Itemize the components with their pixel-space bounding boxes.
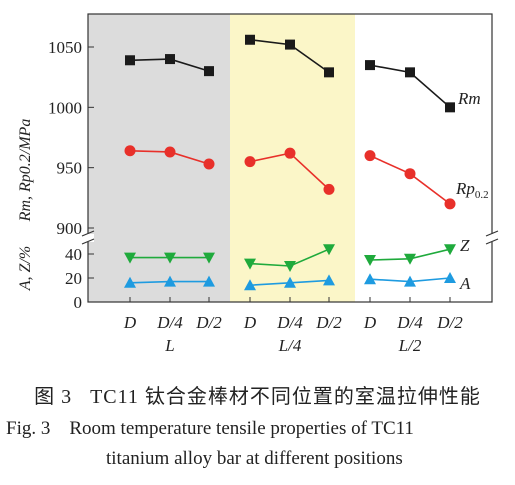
- xtick-label-2-2: D/2: [436, 313, 463, 332]
- point-top-Rp0.2-0-2: [203, 158, 215, 170]
- ylabel-top: Rm, Rp0.2/MPa: [17, 119, 34, 223]
- point-bot-Z-0-1: [164, 252, 176, 264]
- series-label-rp02: Rp0.2: [455, 179, 489, 201]
- point-top-Rm-2-2: [445, 102, 455, 113]
- axis-break-mark-b-0: [81, 238, 95, 245]
- point-top-Rp0.2-1-1: [284, 147, 296, 159]
- tensile-properties-chart: 900 950 1000 1050 0 20 40 D D/4 D/2 L D D/4 D/2 L/4 D D/…: [17, 13, 499, 355]
- group-label-1: L/4: [278, 336, 302, 355]
- point-top-Rp0.2-1-0: [244, 156, 256, 168]
- point-bot-A-1-1: [284, 276, 296, 288]
- group-label-0: L: [164, 336, 174, 355]
- group-bg-2: [355, 14, 492, 302]
- caption-en-text-2: titanium alloy bar at different position…: [106, 448, 403, 469]
- figure-caption-english-line1: Fig. 3 Room temperature tensile properti…: [0, 418, 515, 440]
- point-bot-Z-1-1: [284, 261, 296, 272]
- xtick-label-1-1: D/4: [276, 313, 303, 332]
- group-label-2: L/2: [398, 336, 422, 355]
- point-top-Rp0.2-1-2: [323, 183, 335, 195]
- axis-break-gap-0: [82, 234, 94, 242]
- point-bot-A-0-1: [164, 275, 176, 287]
- caption-en-text-1: Room temperature tensile properties of T…: [69, 418, 414, 439]
- point-top-Rm-0-1: [165, 54, 175, 65]
- point-top-Rm-2-1: [405, 67, 415, 78]
- point-bot-A-2-2: [444, 272, 456, 283]
- point-top-Rm-1-1: [285, 39, 295, 50]
- series-label-a: A: [459, 274, 471, 293]
- series-markers: [124, 34, 456, 291]
- xtick-label-2-0: D: [363, 313, 377, 332]
- point-bot-Z-2-0: [364, 255, 376, 266]
- caption-en-label: Fig. 3: [6, 418, 51, 439]
- series-label-z: Z: [460, 236, 470, 255]
- point-bot-Z-1-0: [244, 258, 256, 270]
- ytick-label-top-1000: 1000: [48, 98, 82, 117]
- point-top-Rp0.2-2-1: [404, 168, 416, 180]
- xtick-label-1-0: D: [243, 313, 257, 332]
- axis-break-mark-a-1: [485, 230, 499, 237]
- point-bot-Z-2-2: [444, 244, 456, 256]
- ylabel-bottom: A, Z/%: [17, 246, 34, 291]
- point-bot-Z-2-1: [404, 253, 416, 265]
- ytick-label-top-950: 950: [57, 159, 83, 178]
- caption-zh-text: TC11 钛合金棒材不同位置的室温拉伸性能: [90, 386, 481, 408]
- axes: [81, 13, 499, 303]
- point-top-Rm-1-2: [324, 67, 334, 78]
- xtick-label-0-1: D/4: [156, 313, 183, 332]
- series-label-rm: Rm: [457, 89, 481, 108]
- point-top-Rp0.2-0-1: [164, 146, 176, 158]
- point-top-Rm-0-0: [125, 55, 135, 66]
- xtick-label-0-2: D/2: [195, 313, 222, 332]
- xtick-label-2-1: D/4: [396, 313, 423, 332]
- ytick-label-bot-40: 40: [65, 245, 82, 264]
- chart-text: 900 950 1000 1050 0 20 40 D D/4 D/2 L D D/4 D/2 L/4 D D/…: [17, 38, 489, 355]
- point-bot-Z-0-2: [203, 252, 215, 264]
- point-bot-Z-1-2: [323, 244, 335, 256]
- point-top-Rm-2-0: [365, 60, 375, 71]
- point-bot-A-1-0: [244, 279, 256, 291]
- axis-break-gap-1: [486, 234, 498, 242]
- caption-zh-label: 图 3: [34, 386, 73, 408]
- point-top-Rp0.2-2-0: [364, 150, 376, 162]
- point-top-Rm-1-0: [245, 34, 255, 45]
- ytick-label-top-900: 900: [57, 219, 83, 238]
- axis-break-mark-a-0: [81, 230, 95, 237]
- ytick-label-top-1050: 1050: [48, 38, 82, 57]
- point-top-Rm-0-2: [204, 66, 214, 77]
- axis-break-mark-b-1: [485, 238, 499, 245]
- point-bot-Z-0-0: [124, 252, 136, 264]
- figure-caption-chinese: 图 3 TC11 钛合金棒材不同位置的室温拉伸性能: [0, 380, 515, 409]
- xtick-label-1-2: D/2: [315, 313, 342, 332]
- xtick-label-0-0: D: [123, 313, 137, 332]
- point-bot-A-2-1: [404, 275, 416, 287]
- ytick-label-bot-0: 0: [74, 293, 83, 312]
- point-top-Rp0.2-2-2: [444, 198, 456, 210]
- point-bot-A-0-2: [203, 275, 215, 287]
- point-bot-A-2-0: [364, 273, 376, 285]
- figure-caption-english-line2: titanium alloy bar at different position…: [0, 448, 515, 470]
- point-top-Rp0.2-0-0: [124, 145, 136, 157]
- point-bot-A-0-0: [124, 276, 136, 288]
- point-bot-A-1-2: [323, 274, 335, 286]
- ytick-label-bot-20: 20: [65, 269, 82, 288]
